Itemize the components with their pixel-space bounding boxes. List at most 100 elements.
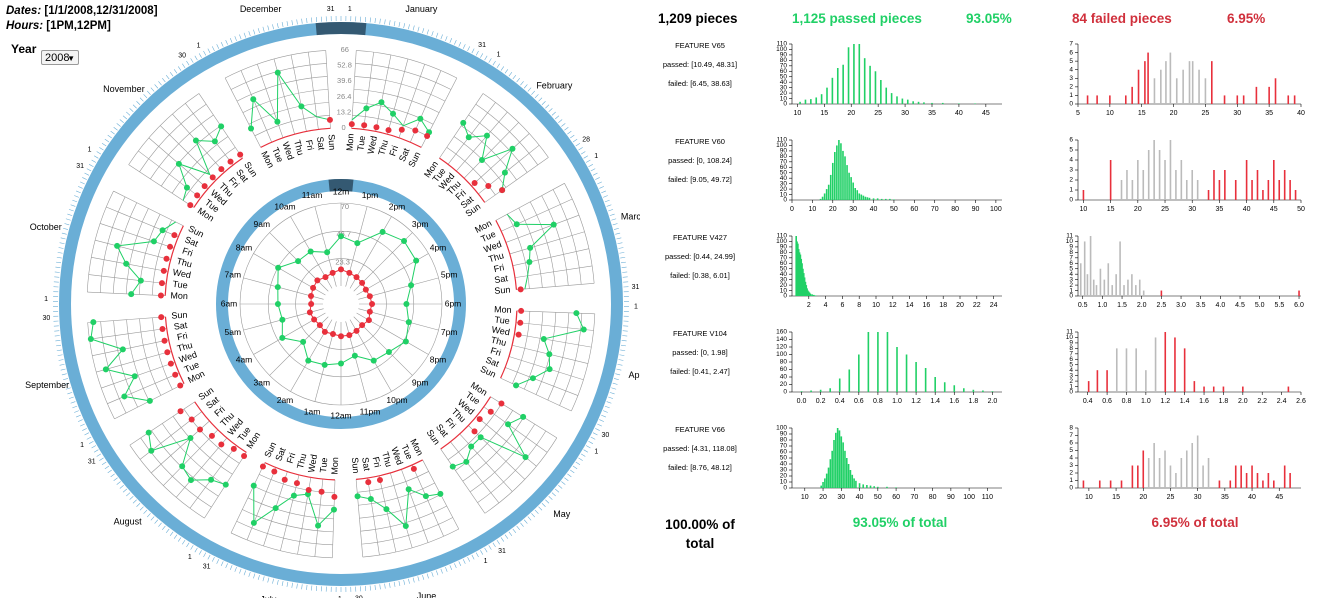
sector-grid-line xyxy=(440,448,486,514)
y-tick-label: 30 xyxy=(780,467,788,474)
x-tick-label: 45 xyxy=(1270,206,1278,213)
fail-point xyxy=(230,445,237,452)
pass-point xyxy=(527,244,534,251)
x-tick-label: 30 xyxy=(849,206,857,213)
x-tick-label: 15 xyxy=(1138,110,1146,117)
day-tick xyxy=(580,151,586,155)
pass-point xyxy=(540,335,547,342)
day-tick xyxy=(612,382,618,385)
day-tick xyxy=(150,516,155,521)
hour-fail-point xyxy=(359,322,366,329)
day-tick xyxy=(162,525,166,531)
pass-point xyxy=(417,115,424,122)
day-axis-tick: 0 xyxy=(342,123,346,132)
hour-fail-point xyxy=(338,333,344,340)
day-tick xyxy=(154,84,159,89)
day-tick xyxy=(435,32,439,38)
day-tick xyxy=(622,335,628,337)
day-tick xyxy=(126,492,131,497)
day-tick xyxy=(379,584,381,590)
hour-pass-point xyxy=(279,316,286,323)
hour-pass-point xyxy=(321,361,328,368)
day-tick xyxy=(122,115,128,120)
day-tick xyxy=(527,87,532,92)
pass-point xyxy=(363,105,370,112)
day-tick xyxy=(422,28,425,34)
day-tick xyxy=(56,344,62,347)
y-tick-label: 10 xyxy=(1066,334,1074,341)
y-tick-label: 6 xyxy=(1069,260,1073,267)
day-tick xyxy=(272,578,274,584)
month-start-day-label: 1 xyxy=(88,146,92,153)
day-tick xyxy=(389,582,391,588)
y-tick-label: 80 xyxy=(780,57,788,64)
y-tick-label: 0 xyxy=(783,101,787,108)
fail-point xyxy=(361,122,368,129)
day-tick xyxy=(570,134,575,139)
day-tick xyxy=(276,579,279,585)
y-tick-label: 20 xyxy=(780,186,788,193)
pass-point xyxy=(146,397,153,404)
day-tick xyxy=(558,485,563,489)
y-tick-label: 10 xyxy=(780,287,788,294)
day-tick xyxy=(564,126,569,131)
day-tick xyxy=(516,77,520,83)
fail-baseline xyxy=(495,220,518,290)
feature-panel: 1,209 pieces 1,125 passed pieces 93.05% … xyxy=(640,0,1317,598)
day-tick xyxy=(72,405,78,409)
day-tick xyxy=(234,36,237,42)
feature-passed-range: passed: [0.44, 24.99] xyxy=(664,252,736,261)
y-tick-label: 7 xyxy=(1069,351,1073,358)
month-label-july: July xyxy=(260,595,277,598)
x-tick-label: 0.4 xyxy=(1083,398,1093,405)
day-tick xyxy=(291,582,293,588)
fail-point xyxy=(194,192,201,199)
day-tick xyxy=(617,242,623,245)
pass-point xyxy=(390,110,397,117)
fail-point xyxy=(476,416,483,423)
day-tick xyxy=(113,126,118,131)
y-tick-label: 0 xyxy=(1069,485,1073,492)
fail-baseline xyxy=(356,459,423,480)
day-tick xyxy=(56,256,62,259)
year-select[interactable]: 2008 ▼ xyxy=(41,50,79,65)
day-tick xyxy=(177,66,182,71)
weekday-label: Fri xyxy=(176,330,188,342)
day-tick xyxy=(132,499,137,504)
day-tick xyxy=(603,195,608,198)
y-tick-label: 10 xyxy=(1066,238,1074,245)
day-tick xyxy=(177,537,182,542)
day-tick xyxy=(458,561,462,567)
y-tick-label: 120 xyxy=(776,344,787,351)
x-tick-label: 40 xyxy=(870,206,878,213)
day-tick xyxy=(301,18,303,24)
feature-label-block: FEATURE V60 passed: [0, 108.24] failed: [9… xyxy=(640,132,760,189)
x-tick-label: 35 xyxy=(1221,494,1229,501)
day-tick xyxy=(257,28,260,34)
day-tick xyxy=(67,392,73,395)
pass-point xyxy=(145,429,152,436)
weekday-label: Fri xyxy=(285,452,298,465)
day-tick xyxy=(545,499,550,504)
x-tick-label: 25 xyxy=(1202,110,1210,117)
day-tick xyxy=(620,344,626,347)
day-tick xyxy=(306,18,308,24)
hour-pass-point xyxy=(405,319,412,326)
pass-point xyxy=(208,476,215,483)
month-end-day-label: 30 xyxy=(42,315,50,322)
day-tick xyxy=(239,568,242,574)
month-start-day-label: 1 xyxy=(594,153,598,160)
x-tick-label: 2.2 xyxy=(1257,398,1267,405)
month-label-january: January xyxy=(405,4,438,14)
y-tick-label: 100 xyxy=(776,142,787,149)
x-tick-label: 40 xyxy=(1248,494,1256,501)
fail-point xyxy=(515,331,522,338)
fail-baseline xyxy=(500,310,518,379)
day-tick xyxy=(129,496,134,500)
month-start-day-label: 1 xyxy=(338,596,342,598)
x-tick-label: 0.4 xyxy=(835,398,845,405)
day-tick xyxy=(520,81,524,86)
day-tick xyxy=(583,449,589,453)
hour-fail-point xyxy=(365,317,372,324)
day-tick xyxy=(445,566,448,572)
